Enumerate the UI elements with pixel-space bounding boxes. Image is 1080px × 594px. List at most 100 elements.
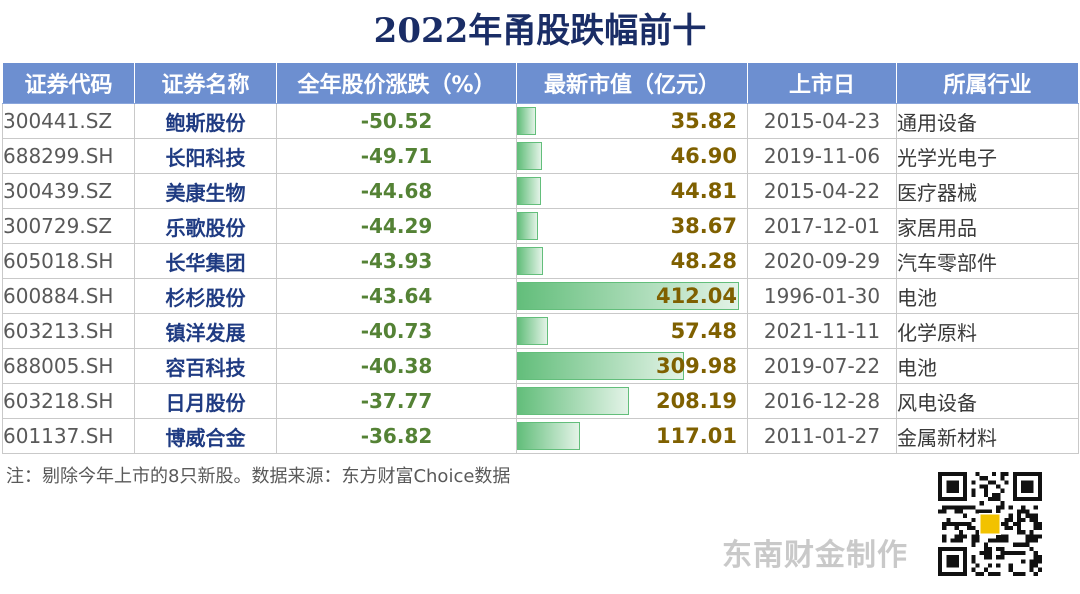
stock-name: 乐歌股份 bbox=[134, 208, 277, 244]
price-change: -43.93 bbox=[276, 243, 517, 279]
listing-date: 2020-09-29 bbox=[747, 243, 897, 279]
market-cap-cell: 117.01 bbox=[516, 418, 748, 454]
header-code: 证券代码 bbox=[2, 62, 135, 104]
table-row: 300729.SZ 乐歌股份 -44.29 38.67 2017-12-01 家居用品 bbox=[2, 208, 1079, 244]
market-cap-cell: 38.67 bbox=[516, 208, 748, 244]
market-cap-cell: 309.98 bbox=[516, 348, 748, 384]
market-cap-cell: 48.28 bbox=[516, 243, 748, 279]
producer-watermark: 东南财金制作 bbox=[722, 538, 908, 573]
stock-name: 博威合金 bbox=[134, 418, 277, 454]
price-change: -36.82 bbox=[276, 418, 517, 454]
market-cap-bar bbox=[517, 282, 739, 310]
price-change: -43.64 bbox=[276, 278, 517, 314]
market-cap-value: 48.28 bbox=[670, 249, 737, 273]
table-header-row: 证券代码 证券名称 全年股价涨跌（%） 最新市值（亿元） 上市日 所属行业 bbox=[2, 62, 1079, 104]
stock-name: 美康生物 bbox=[134, 173, 277, 209]
market-cap-value: 309.98 bbox=[655, 354, 737, 378]
price-change: -49.71 bbox=[276, 138, 517, 174]
industry: 电池 bbox=[896, 348, 1079, 384]
industry: 汽车零部件 bbox=[896, 243, 1079, 279]
stock-name: 杉杉股份 bbox=[134, 278, 277, 314]
stock-code: 300439.SZ bbox=[2, 173, 135, 209]
table-row: 605018.SH 长华集团 -43.93 48.28 2020-09-29 汽车零部件 bbox=[2, 243, 1079, 279]
market-cap-bar bbox=[517, 177, 542, 205]
market-cap-bar bbox=[517, 107, 537, 135]
footnote: 注：剔除今年上市的8只新股。数据来源：东方财富Choice数据 bbox=[6, 466, 511, 487]
industry: 医疗器械 bbox=[896, 173, 1079, 209]
table-row: 603213.SH 镇洋发展 -40.73 57.48 2021-11-11 化学原料 bbox=[2, 313, 1079, 349]
stock-name: 鲍斯股份 bbox=[134, 103, 277, 139]
price-change: -40.38 bbox=[276, 348, 517, 384]
market-cap-value: 208.19 bbox=[655, 389, 737, 413]
market-cap-bar bbox=[517, 247, 543, 275]
header-market-cap: 最新市值（亿元） bbox=[516, 62, 748, 104]
stock-name: 日月股份 bbox=[134, 383, 277, 419]
table-row: 300441.SZ 鲍斯股份 -50.52 35.82 2015-04-23 通用设备 bbox=[2, 103, 1079, 139]
listing-date: 2015-04-22 bbox=[747, 173, 897, 209]
price-change: -44.29 bbox=[276, 208, 517, 244]
stock-name: 长华集团 bbox=[134, 243, 277, 279]
listing-date: 2019-11-06 bbox=[747, 138, 897, 174]
industry: 通用设备 bbox=[896, 103, 1079, 139]
stock-table: 证券代码 证券名称 全年股价涨跌（%） 最新市值（亿元） 上市日 所属行业 30… bbox=[2, 62, 1079, 454]
table-row: 601137.SH 博威合金 -36.82 117.01 2011-01-27 金属新材料 bbox=[2, 418, 1079, 454]
listing-date: 2017-12-01 bbox=[747, 208, 897, 244]
stock-code: 605018.SH bbox=[2, 243, 135, 279]
industry: 家居用品 bbox=[896, 208, 1079, 244]
price-change: -44.68 bbox=[276, 173, 517, 209]
table-row: 688005.SH 容百科技 -40.38 309.98 2019-07-22 电池 bbox=[2, 348, 1079, 384]
industry: 风电设备 bbox=[896, 383, 1079, 419]
market-cap-cell: 412.04 bbox=[516, 278, 748, 314]
listing-date: 1996-01-30 bbox=[747, 278, 897, 314]
price-change: -40.73 bbox=[276, 313, 517, 349]
market-cap-bar bbox=[517, 352, 684, 380]
market-cap-value: 35.82 bbox=[670, 109, 737, 133]
market-cap-cell: 208.19 bbox=[516, 383, 748, 419]
stock-code: 300729.SZ bbox=[2, 208, 135, 244]
listing-date: 2011-01-27 bbox=[747, 418, 897, 454]
market-cap-value: 44.81 bbox=[670, 179, 737, 203]
table-row: 603218.SH 日月股份 -37.77 208.19 2016-12-28 风电设备 bbox=[2, 383, 1079, 419]
table-row: 600884.SH 杉杉股份 -43.64 412.04 1996-01-30 电池 bbox=[2, 278, 1079, 314]
header-name: 证券名称 bbox=[134, 62, 277, 104]
stock-name: 容百科技 bbox=[134, 348, 277, 384]
listing-date: 2016-12-28 bbox=[747, 383, 897, 419]
price-change: -50.52 bbox=[276, 103, 517, 139]
market-cap-value: 57.48 bbox=[670, 319, 737, 343]
stock-code: 688299.SH bbox=[2, 138, 135, 174]
stock-code: 601137.SH bbox=[2, 418, 135, 454]
market-cap-value: 117.01 bbox=[655, 424, 737, 448]
market-cap-cell: 46.90 bbox=[516, 138, 748, 174]
market-cap-value: 38.67 bbox=[670, 214, 737, 238]
market-cap-value: 46.90 bbox=[670, 144, 737, 168]
market-cap-bar bbox=[517, 387, 630, 415]
market-cap-value: 412.04 bbox=[655, 284, 737, 308]
stock-code: 600884.SH bbox=[2, 278, 135, 314]
stock-name: 长阳科技 bbox=[134, 138, 277, 174]
stock-code: 688005.SH bbox=[2, 348, 135, 384]
market-cap-bar bbox=[517, 212, 538, 240]
table-row: 300439.SZ 美康生物 -44.68 44.81 2015-04-22 医疗器械 bbox=[2, 173, 1079, 209]
qr-code-icon bbox=[938, 472, 1042, 576]
header-listing-date: 上市日 bbox=[747, 62, 897, 104]
price-change: -37.77 bbox=[276, 383, 517, 419]
industry: 化学原料 bbox=[896, 313, 1079, 349]
page-title: 2022年甬股跌幅前十 bbox=[373, 11, 707, 51]
industry: 金属新材料 bbox=[896, 418, 1079, 454]
table-row: 688299.SH 长阳科技 -49.71 46.90 2019-11-06 光学光电子 bbox=[2, 138, 1079, 174]
industry: 电池 bbox=[896, 278, 1079, 314]
listing-date: 2015-04-23 bbox=[747, 103, 897, 139]
market-cap-bar bbox=[517, 142, 543, 170]
market-cap-bar bbox=[517, 317, 548, 345]
header-industry: 所属行业 bbox=[896, 62, 1079, 104]
stock-code: 300441.SZ bbox=[2, 103, 135, 139]
stock-code: 603213.SH bbox=[2, 313, 135, 349]
listing-date: 2021-11-11 bbox=[747, 313, 897, 349]
market-cap-bar bbox=[517, 422, 580, 450]
stock-code: 603218.SH bbox=[2, 383, 135, 419]
listing-date: 2019-07-22 bbox=[747, 348, 897, 384]
market-cap-cell: 35.82 bbox=[516, 103, 748, 139]
industry: 光学光电子 bbox=[896, 138, 1079, 174]
market-cap-cell: 57.48 bbox=[516, 313, 748, 349]
stock-name: 镇洋发展 bbox=[134, 313, 277, 349]
